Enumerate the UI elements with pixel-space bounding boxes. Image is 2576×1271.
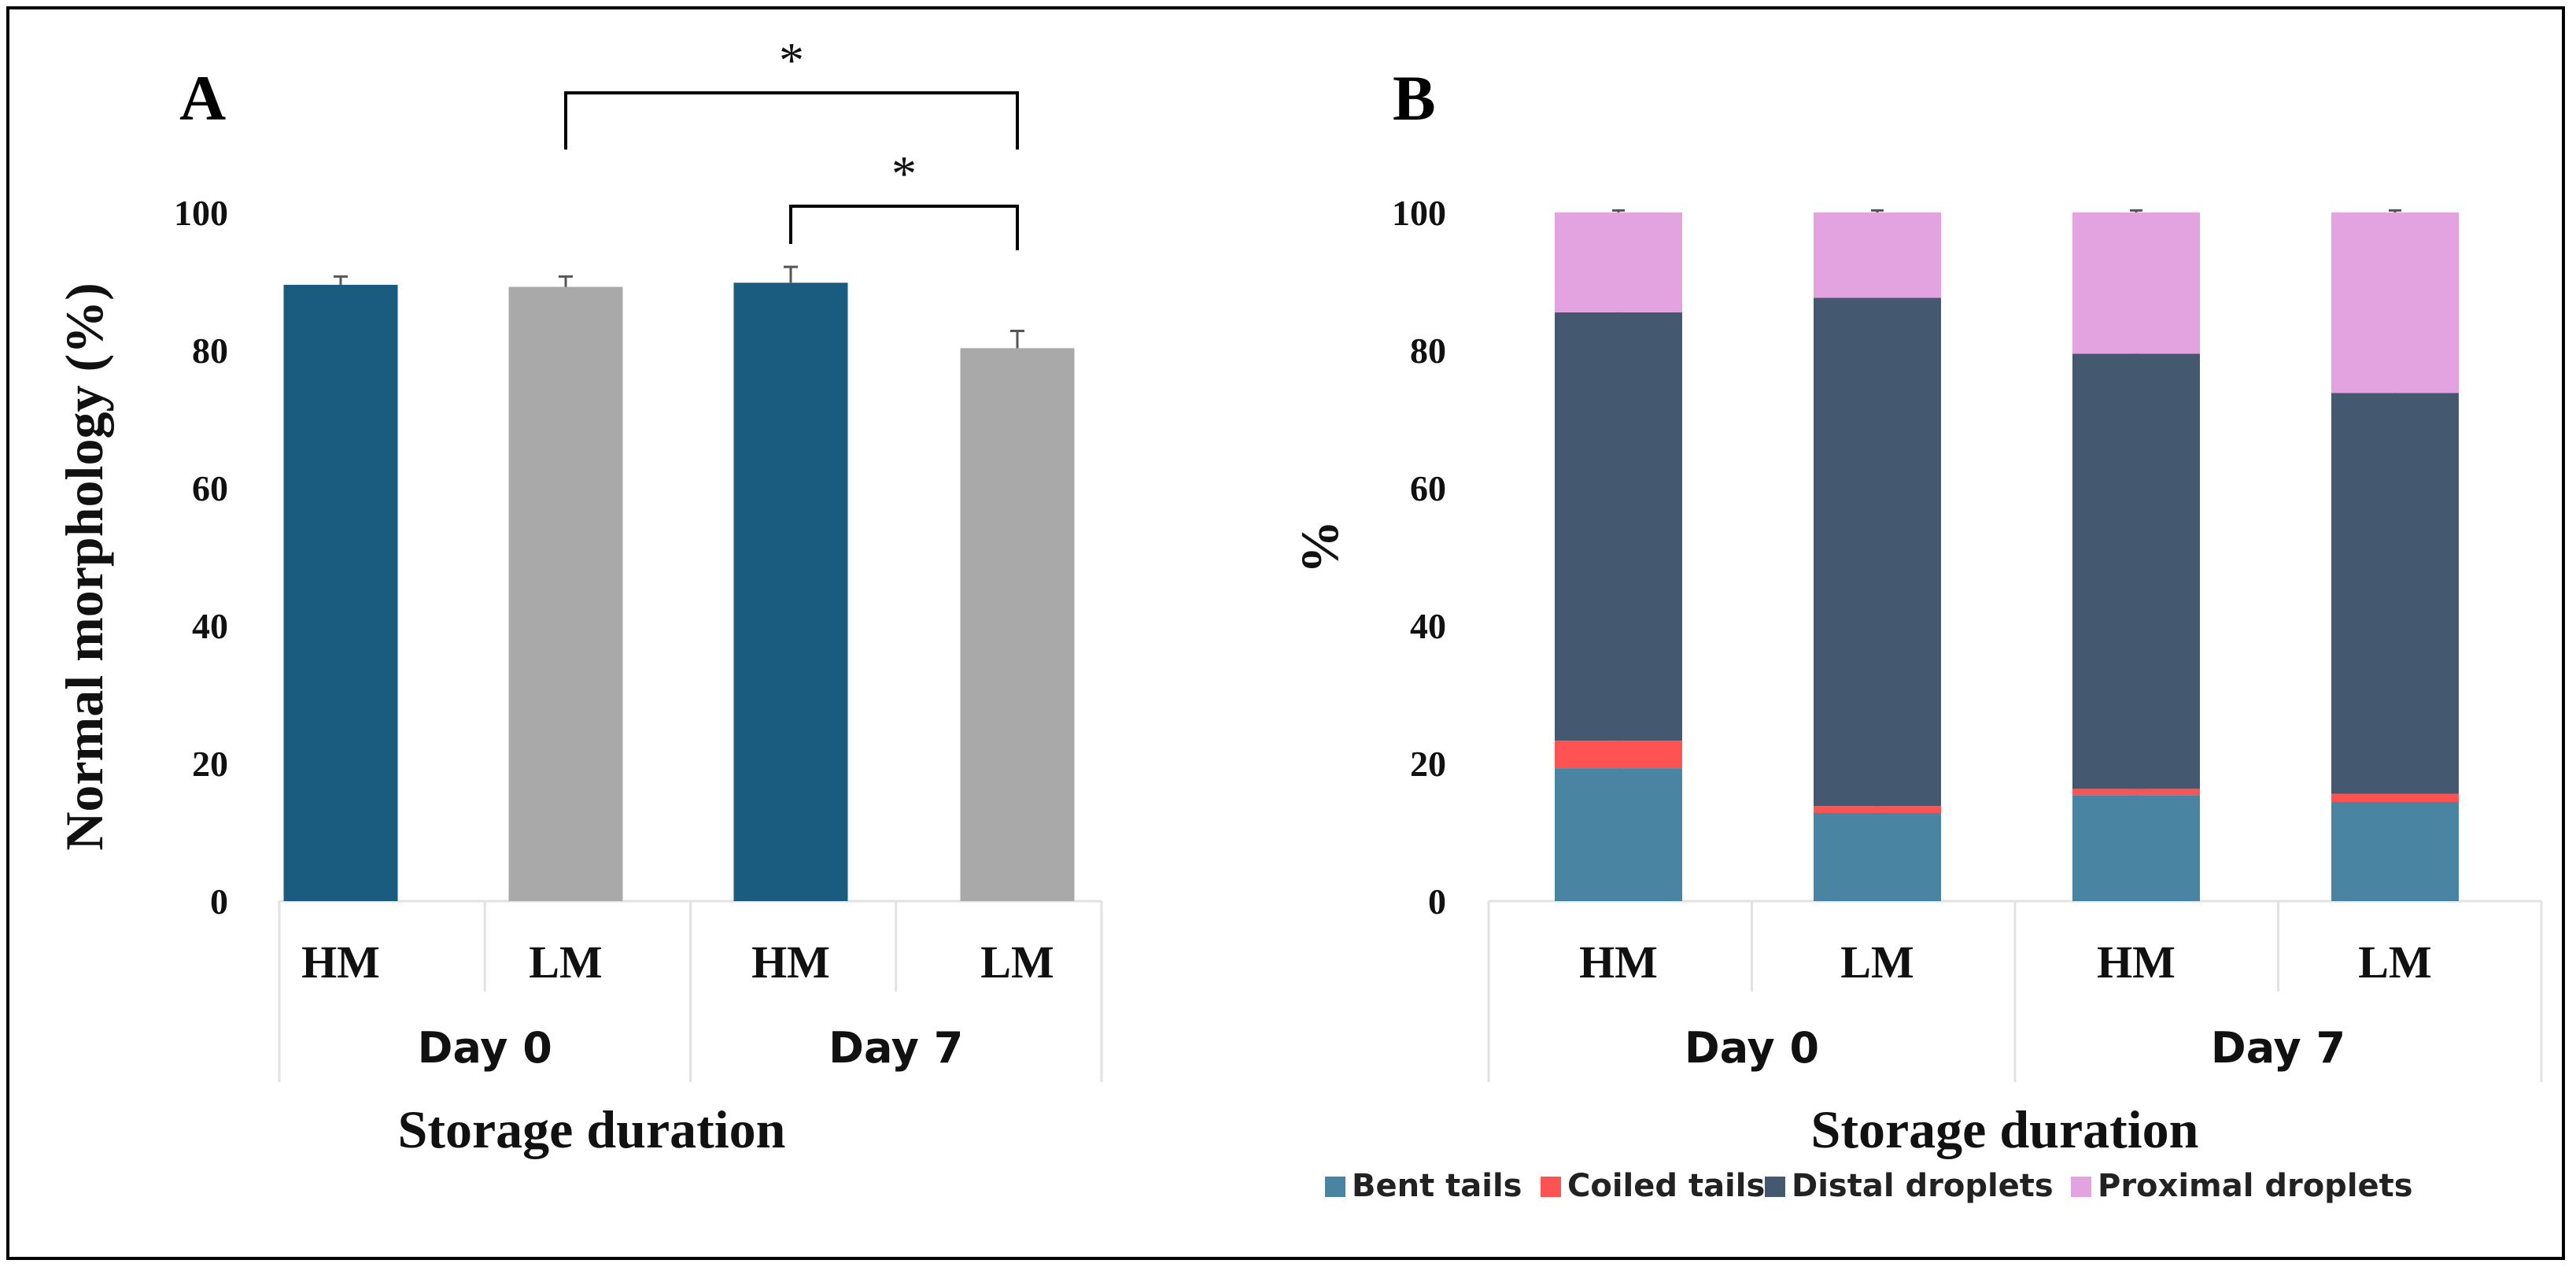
panel-a-group-label: Day 0 — [418, 1023, 552, 1073]
panel-b-bar-segment — [2072, 789, 2200, 796]
panel-b-bar-segment — [1555, 212, 1682, 312]
panel-a-x-axis-title: Storage duration — [398, 1099, 786, 1159]
panel-b-label: B — [1393, 62, 1436, 134]
panel-a-error-bar — [559, 275, 573, 287]
legend-swatch — [1325, 1177, 1345, 1197]
panel-a-group-label: Day 7 — [829, 1023, 963, 1073]
legend-label: Bent tails — [1352, 1168, 1522, 1204]
panel-b-bar-segment — [2331, 793, 2459, 802]
panel-a-y-tick-label: 0 — [210, 881, 228, 922]
legend-label: Distal droplets — [1792, 1168, 2054, 1204]
panel-a-y-tick-label: 20 — [192, 744, 228, 784]
panel-b-group-label: Day 0 — [1685, 1023, 1819, 1073]
legend-swatch — [1765, 1177, 1785, 1197]
panel-b-bar-segment — [2331, 212, 2459, 393]
panel-b-bar-segment — [1814, 212, 1941, 298]
panel-a-error-bar — [784, 265, 798, 283]
legend-label: Proximal droplets — [2098, 1168, 2413, 1204]
panel-b-bar-segment — [2072, 353, 2200, 789]
panel-a-category-label: LM — [980, 937, 1054, 988]
panel-a-category-label: LM — [529, 937, 602, 988]
panel-a-y-tick-label: 60 — [192, 468, 228, 508]
panel-b-category-label: LM — [2358, 937, 2431, 988]
panel-a-bar — [283, 284, 398, 901]
panel-b-y-tick-label: 40 — [1410, 606, 1446, 646]
legend-label: Coiled tails — [1567, 1168, 1765, 1204]
panel-a-significance-bracket — [789, 205, 1019, 250]
panel-b-error-bar — [1871, 209, 1884, 212]
panel-b-x-axis-title: Storage duration — [1811, 1099, 2199, 1159]
panel-a-error-bar — [1010, 330, 1024, 349]
panel-b-category-label: LM — [1840, 937, 1914, 988]
legend-swatch — [1541, 1177, 1561, 1197]
panel-b-category-label: HM — [2097, 937, 2176, 988]
panel-b-category-label: HM — [1579, 937, 1658, 988]
panel-b-bar-segment — [2072, 212, 2200, 354]
panel-a-significance-bracket — [564, 91, 1019, 150]
panel-b-bar-segment — [2331, 393, 2459, 794]
panel-a-bar — [960, 348, 1075, 901]
panel-b-bar-segment — [1555, 768, 1682, 901]
legend-swatch — [2071, 1177, 2091, 1197]
panel-b-y-tick-label: 20 — [1410, 744, 1446, 784]
panel-b-bar-segment — [1555, 312, 1682, 741]
panel-b-y-tick-label: 0 — [1428, 881, 1446, 922]
panel-a-significance-star: * — [891, 146, 917, 201]
panel-b-bar-segment — [2331, 802, 2459, 901]
panel-b-group-label: Day 7 — [2211, 1023, 2345, 1073]
panel-b-bar-segment — [2072, 795, 2200, 901]
panel-b-y-axis-title: % — [1290, 520, 1349, 574]
panel-a-bar — [508, 286, 623, 901]
panel-b-error-bar — [2130, 209, 2142, 212]
panel-b-error-bar — [2389, 209, 2401, 212]
panel-b-bar-segment — [1814, 297, 1941, 807]
panel-a-error-bar — [334, 275, 348, 285]
panel-a-label: A — [179, 62, 226, 134]
panel-a-bar — [733, 283, 848, 901]
panel-b-bar-segment — [1814, 806, 1941, 813]
panel-a-significance-star: * — [779, 32, 804, 88]
panel-a-y-axis-title: Normal morphology (%) — [54, 283, 114, 850]
panel-b-bar-segment — [1814, 813, 1941, 901]
panel-b-y-tick-label: 80 — [1410, 331, 1446, 371]
panel-a-y-tick-label: 80 — [192, 331, 228, 371]
panel-a-y-tick-label: 40 — [192, 606, 228, 646]
panel-b-y-tick-label: 100 — [1392, 193, 1446, 233]
panel-b-error-bar — [1612, 209, 1625, 212]
panel-a-category-label: HM — [301, 937, 380, 988]
panel-a-category-label: HM — [751, 937, 830, 988]
panel-b-bar-segment — [1555, 741, 1682, 769]
panel-b-y-tick-label: 60 — [1410, 468, 1446, 508]
panel-a-y-tick-label: 100 — [174, 193, 228, 233]
